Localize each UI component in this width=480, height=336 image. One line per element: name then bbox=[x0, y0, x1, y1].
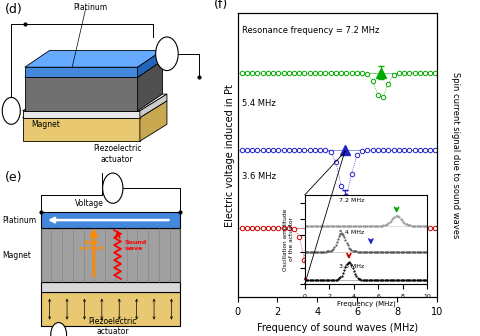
Y-axis label: Oscillation amplitude
of the actuator: Oscillation amplitude of the actuator bbox=[283, 208, 294, 270]
Polygon shape bbox=[138, 50, 162, 77]
Text: Platinum: Platinum bbox=[73, 3, 108, 12]
Polygon shape bbox=[23, 111, 140, 118]
Y-axis label: Electric voltage induced in Pt: Electric voltage induced in Pt bbox=[225, 84, 235, 227]
Text: Piezoelectric
actuator: Piezoelectric actuator bbox=[88, 317, 137, 336]
Text: 7.2 MHz: 7.2 MHz bbox=[339, 198, 364, 203]
Polygon shape bbox=[23, 118, 140, 141]
Text: Sound
wave: Sound wave bbox=[124, 240, 146, 251]
Text: (d): (d) bbox=[4, 3, 22, 16]
Bar bbox=[41, 292, 180, 326]
Bar bbox=[41, 228, 180, 282]
Polygon shape bbox=[25, 77, 138, 111]
Text: Voltage: Voltage bbox=[75, 199, 104, 208]
Text: ~: ~ bbox=[7, 106, 16, 116]
Text: Spin
current: Spin current bbox=[78, 240, 105, 251]
Text: Magnet: Magnet bbox=[32, 120, 60, 129]
Polygon shape bbox=[140, 101, 167, 141]
Polygon shape bbox=[138, 60, 162, 111]
Circle shape bbox=[103, 173, 123, 203]
Text: 3.6 MHz: 3.6 MHz bbox=[241, 172, 276, 181]
X-axis label: Frequency (MHz): Frequency (MHz) bbox=[336, 300, 396, 306]
Text: Magnet: Magnet bbox=[2, 251, 31, 260]
Text: Piezoelectric
actuator: Piezoelectric actuator bbox=[93, 144, 142, 164]
Text: Resonance frequency = 7.2 MHz: Resonance frequency = 7.2 MHz bbox=[241, 26, 379, 35]
Circle shape bbox=[51, 323, 67, 336]
Text: (f): (f) bbox=[214, 0, 228, 11]
Text: V: V bbox=[109, 183, 116, 193]
Circle shape bbox=[156, 37, 178, 71]
Y-axis label: Spin current signal due to sound waves: Spin current signal due to sound waves bbox=[451, 72, 460, 239]
Text: V: V bbox=[164, 49, 170, 59]
Polygon shape bbox=[25, 67, 138, 77]
Polygon shape bbox=[23, 101, 167, 118]
Bar bbox=[41, 282, 180, 292]
Text: ~: ~ bbox=[54, 329, 63, 336]
Text: 3.6 MHz: 3.6 MHz bbox=[339, 264, 364, 269]
X-axis label: Frequency of sound waves (MHz): Frequency of sound waves (MHz) bbox=[257, 323, 418, 333]
Text: Platinum: Platinum bbox=[2, 216, 36, 224]
Polygon shape bbox=[140, 94, 167, 118]
Polygon shape bbox=[25, 60, 162, 77]
Text: 5.4 MHz: 5.4 MHz bbox=[339, 230, 364, 235]
Circle shape bbox=[2, 97, 20, 124]
Polygon shape bbox=[23, 94, 167, 111]
Text: (e): (e) bbox=[4, 171, 22, 184]
Text: 5.4 MHz: 5.4 MHz bbox=[241, 99, 276, 108]
Bar bbox=[41, 212, 180, 228]
Polygon shape bbox=[25, 50, 162, 67]
